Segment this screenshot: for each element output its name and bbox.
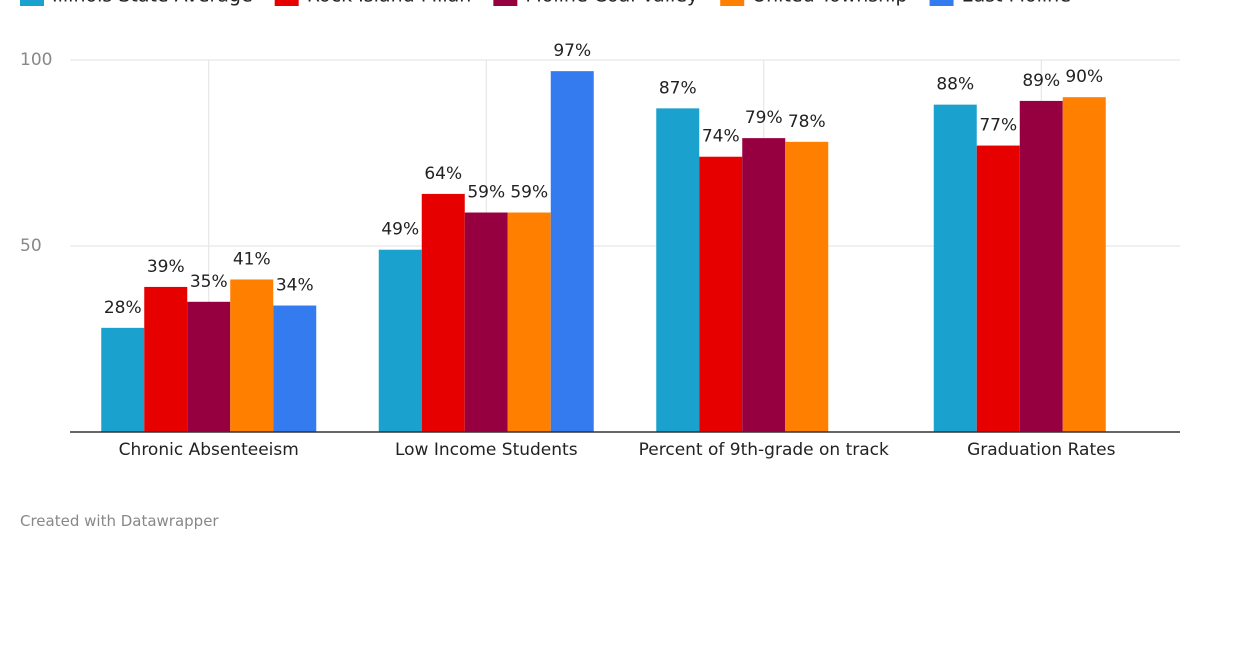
legend-swatch bbox=[274, 0, 299, 6]
legend-swatch bbox=[929, 0, 954, 6]
legend-label: East Moline bbox=[962, 0, 1071, 7]
x-tick-label: Low Income Students bbox=[394, 440, 578, 460]
value-label: 90% bbox=[1065, 67, 1103, 87]
value-label: 77% bbox=[979, 116, 1017, 136]
bar bbox=[699, 156, 743, 432]
bar bbox=[230, 279, 274, 432]
bar bbox=[1062, 97, 1106, 432]
value-label: 74% bbox=[702, 127, 740, 147]
value-label: 59% bbox=[510, 183, 548, 203]
legend-label: Rock Island Milan bbox=[307, 0, 472, 7]
legend-label: United Township bbox=[752, 0, 907, 7]
value-label: 59% bbox=[467, 183, 505, 203]
legend-swatch bbox=[20, 0, 44, 6]
value-label: 39% bbox=[147, 257, 185, 277]
bar bbox=[742, 138, 786, 432]
value-label: 64% bbox=[424, 164, 462, 184]
value-label: 88% bbox=[936, 75, 974, 95]
value-label: 34% bbox=[276, 276, 314, 296]
value-label: 87% bbox=[659, 78, 697, 98]
bar bbox=[976, 145, 1020, 432]
bar bbox=[421, 193, 465, 432]
x-tick-label: Percent of 9th-grade on track bbox=[638, 440, 889, 460]
x-tick-label: Chronic Absenteeism bbox=[118, 440, 299, 460]
bar bbox=[1019, 100, 1063, 433]
bar bbox=[378, 249, 422, 432]
bar bbox=[507, 212, 551, 432]
source-note: Created with Datawrapper bbox=[20, 512, 219, 530]
bar bbox=[187, 301, 231, 432]
bar bbox=[144, 286, 188, 432]
x-tick-label: Graduation Rates bbox=[967, 440, 1116, 460]
y-tick-label: 100 bbox=[20, 50, 52, 70]
legend-label: Illinois State Average bbox=[52, 0, 253, 7]
y-tick-label: 50 bbox=[20, 236, 42, 256]
bar bbox=[273, 305, 317, 432]
bar bbox=[933, 104, 977, 432]
legend-swatch bbox=[720, 0, 745, 6]
bar bbox=[464, 212, 508, 432]
value-label: 78% bbox=[788, 112, 826, 132]
bar bbox=[101, 327, 145, 432]
legend-label: Moline Coal Valley bbox=[525, 0, 698, 7]
legend-swatch bbox=[493, 0, 518, 6]
bar bbox=[656, 108, 700, 433]
value-label: 49% bbox=[381, 220, 419, 240]
bar bbox=[785, 141, 829, 432]
value-label: 35% bbox=[190, 272, 228, 292]
bar bbox=[550, 71, 594, 432]
value-label: 28% bbox=[104, 298, 142, 318]
value-label: 97% bbox=[553, 41, 591, 61]
value-label: 41% bbox=[233, 249, 271, 269]
value-label: 89% bbox=[1022, 71, 1060, 91]
value-label: 79% bbox=[745, 108, 783, 128]
